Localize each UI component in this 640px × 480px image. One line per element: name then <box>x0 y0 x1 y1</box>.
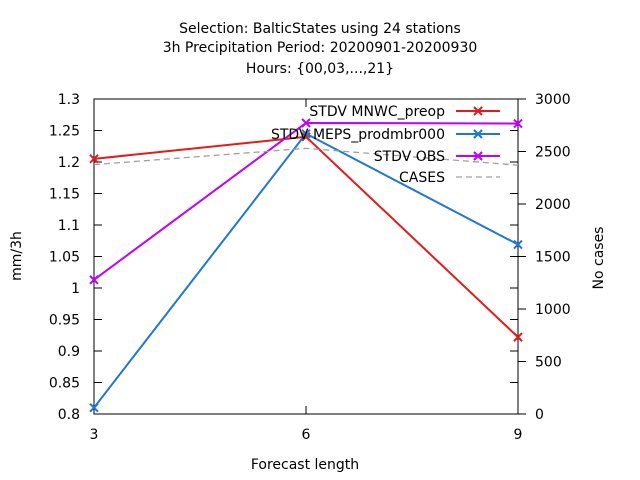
y-tick-label: 1.3 <box>58 92 80 108</box>
marker-stroke <box>513 118 523 129</box>
series-line-cases <box>93 147 519 166</box>
data-point-stdv-obs <box>301 118 311 128</box>
y-tick-label: 1 <box>71 281 80 297</box>
y-tick-label: 0.95 <box>49 313 80 329</box>
data-point-stdv-meps-prodmbr000 <box>513 239 523 250</box>
y-tick-label: 0.85 <box>49 376 80 392</box>
legend-marker-stdv-obs <box>473 151 483 161</box>
legend-label-stdv-meps-prodmbr000: STDV MEPS_prodmbr000 <box>271 127 445 143</box>
y-tick-label: 1.25 <box>49 124 80 140</box>
y2-tick-label: 1000 <box>535 302 571 318</box>
y2-tick-label: 0 <box>535 407 544 423</box>
x-tick-label: 9 <box>514 427 523 443</box>
legend-marker-stdv-meps-prodmbr000 <box>473 129 483 139</box>
y-tick-label: 1.15 <box>49 187 80 203</box>
y-tick-label: 0.9 <box>58 344 80 360</box>
data-point-stdv-mnwc-preop <box>89 154 99 164</box>
series-line-stdv-obs <box>93 121 519 281</box>
x-tick-label: 6 <box>302 427 311 443</box>
data-point-stdv-mnwc-preop <box>513 332 523 342</box>
marker-stroke <box>513 239 523 250</box>
marker-stroke <box>89 275 99 285</box>
y2-tick-label: 500 <box>535 355 562 371</box>
plot-frame <box>93 98 519 415</box>
data-point-stdv-meps-prodmbr000 <box>89 402 99 413</box>
y2-axis-label: No cases <box>591 227 607 290</box>
marker-stroke <box>301 118 311 128</box>
data-point-stdv-obs <box>89 275 99 285</box>
marker-stroke <box>473 151 483 161</box>
y-tick-label: 1.1 <box>58 218 80 234</box>
marker-stroke <box>513 332 523 342</box>
legend-marker-stdv-mnwc-preop <box>473 106 483 116</box>
y-tick-label: 0.8 <box>58 407 80 423</box>
data-point-stdv-meps-prodmbr000 <box>301 128 311 139</box>
x-tick-label: 3 <box>90 427 99 443</box>
chart-title-line-2: 3h Precipitation Period: 20200901-202009… <box>162 40 478 56</box>
marker-stroke <box>301 128 311 139</box>
series-line-stdv-meps-prodmbr000 <box>93 132 519 409</box>
marker-stroke <box>89 154 99 164</box>
y-axis-label: mm/3h <box>9 231 25 281</box>
chart-title-line-3: Hours: {00,03,...,21} <box>245 61 395 77</box>
y2-tick-label: 2500 <box>535 145 571 161</box>
x-axis-label: Forecast length <box>251 457 359 473</box>
marker-stroke <box>89 402 99 413</box>
y2-tick-label: 1500 <box>535 250 571 266</box>
y2-tick-label: 3000 <box>535 92 571 108</box>
chart-title-line-1: Selection: BalticStates using 24 station… <box>179 21 461 37</box>
legend-label-cases: CASES <box>399 170 445 186</box>
series-line-stdv-mnwc-preop <box>93 135 519 338</box>
y-tick-label: 1.05 <box>49 250 80 266</box>
legend-label-stdv-obs: STDV OBS <box>374 149 445 165</box>
y-tick-label: 1.2 <box>58 155 80 171</box>
legend-label-stdv-mnwc-preop: STDV MNWC_preop <box>309 104 445 120</box>
marker-stroke <box>473 129 483 139</box>
marker-stroke <box>473 106 483 116</box>
data-point-stdv-obs <box>513 118 523 129</box>
y2-tick-label: 2000 <box>535 197 571 213</box>
